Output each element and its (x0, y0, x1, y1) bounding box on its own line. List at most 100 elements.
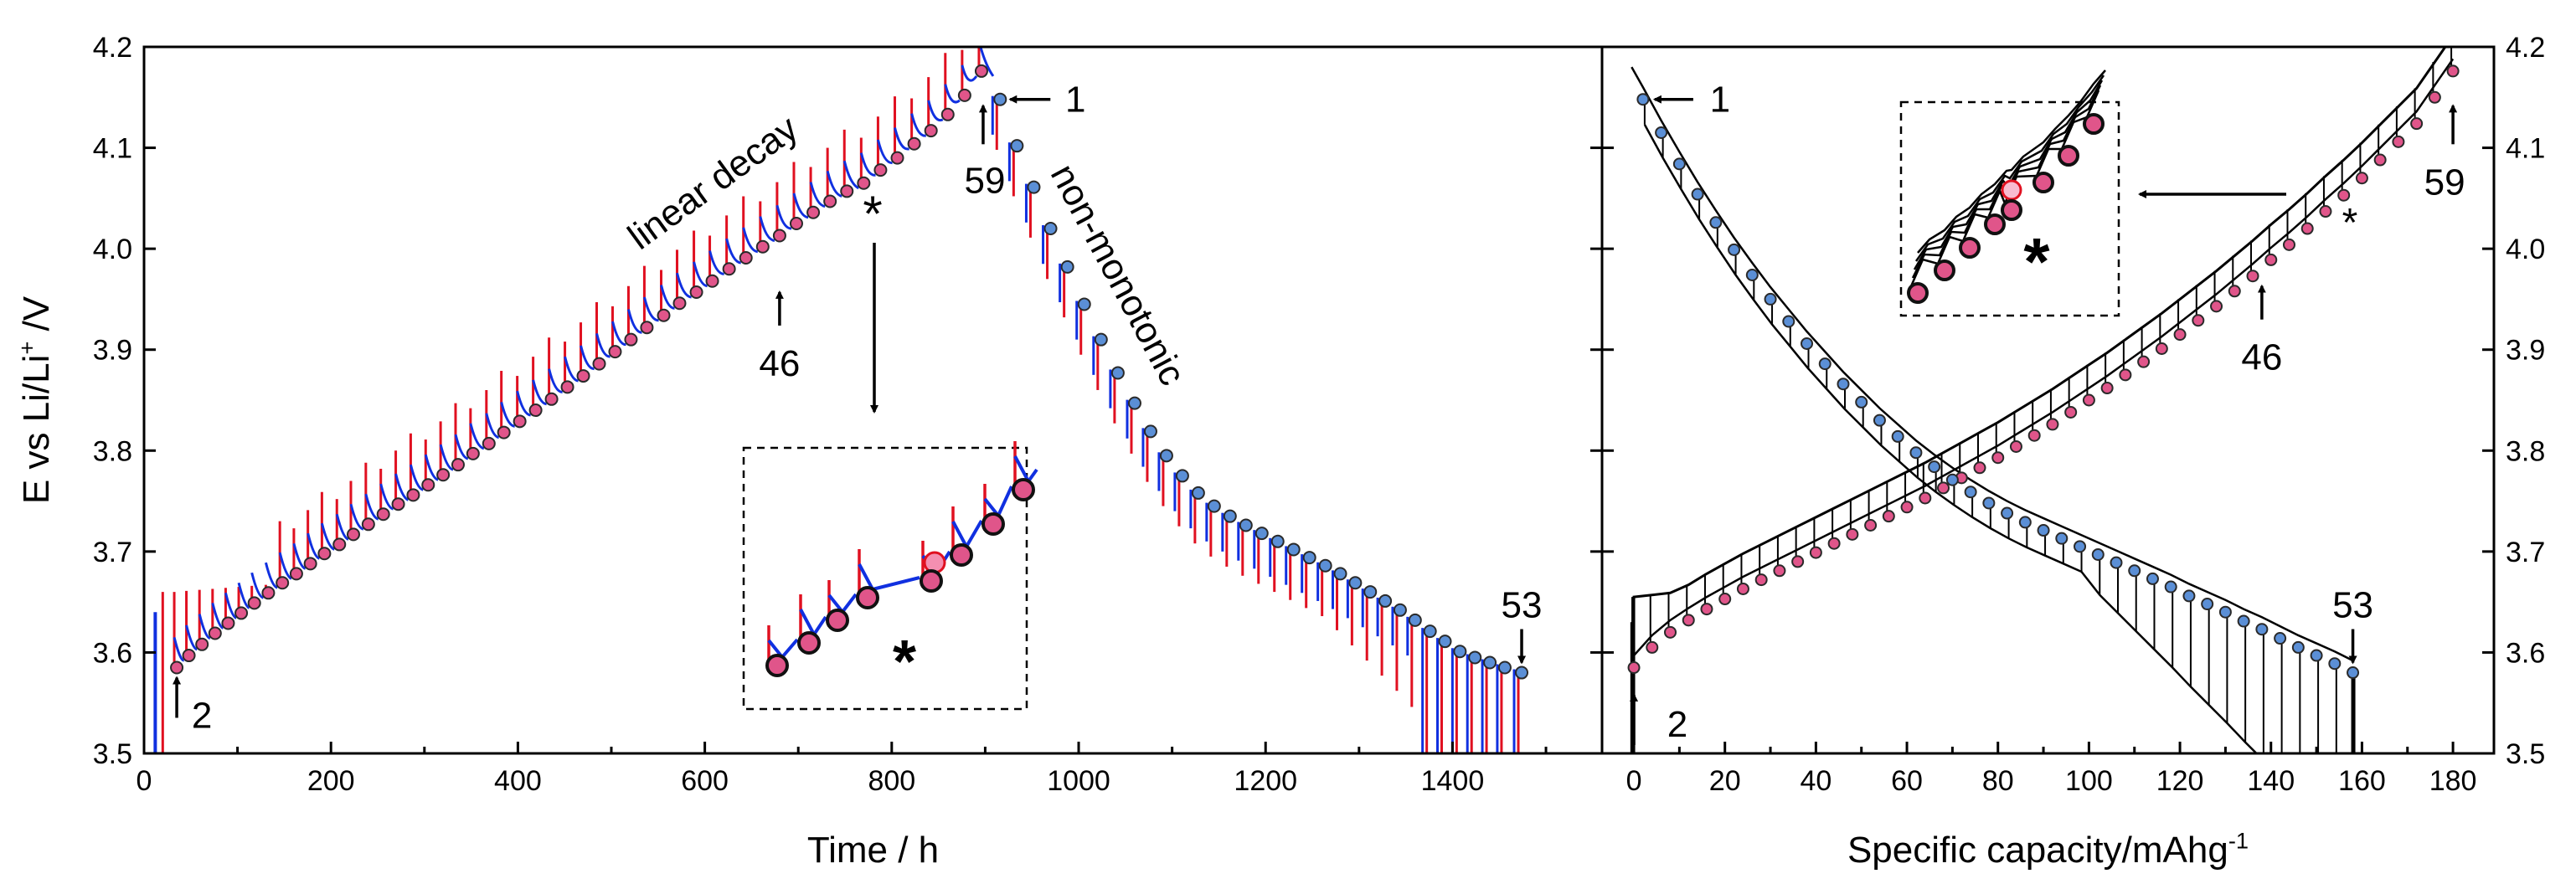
y-tick-label-left: 3.8 (93, 435, 132, 467)
charge-point (657, 308, 671, 322)
charge-capacity-point (1791, 555, 1805, 568)
charge-capacity-point (1882, 510, 1895, 523)
x-tick-label-left: 800 (868, 765, 915, 797)
charge-relaxation (469, 423, 485, 450)
discharge-point (1286, 542, 1301, 557)
charge-point (276, 576, 290, 590)
charge-point (528, 403, 543, 418)
charge-relaxation (409, 464, 424, 491)
x-tick-label-right: 100 (2065, 765, 2113, 797)
discharge-point (1077, 297, 1091, 311)
charge-point (332, 537, 347, 552)
charge-relaxation (173, 636, 184, 662)
charge-capacity-point (2173, 328, 2187, 342)
charge-relaxation (826, 170, 842, 198)
plot-frame (142, 45, 2496, 755)
x-tick-label-left: 1400 (1421, 765, 1485, 797)
discharge-point (1239, 518, 1253, 532)
x-tick-label-right: 140 (2247, 765, 2295, 797)
charge-relaxation (611, 321, 626, 347)
discharge-capacity-point (2218, 605, 2232, 619)
charge-point (303, 557, 317, 571)
inset-charge-point (981, 512, 1005, 536)
charge-point (436, 468, 451, 482)
inset-charge-point (1959, 237, 1981, 259)
discharge-capacity-point (2091, 547, 2105, 561)
y-tick-label-right: 4.2 (2506, 32, 2545, 64)
discharge-capacity-point (1982, 496, 1996, 510)
charge-point (940, 107, 955, 121)
charge-point (576, 369, 590, 383)
discharge-capacity-point (1928, 460, 1941, 474)
charge-capacity-point (2373, 153, 2387, 167)
y-tick-label-left: 3.7 (93, 537, 132, 568)
annotation-label: 53 (2332, 585, 2373, 626)
y-tick-label-left: 3.6 (93, 637, 132, 669)
charge-capacity-point (2446, 64, 2460, 78)
charge-point (705, 274, 719, 288)
charge-point (722, 262, 736, 276)
y-axis-label: E vs Li/Li+ /V (13, 295, 57, 504)
charge-relaxation (211, 602, 224, 629)
discharge-point (1207, 499, 1221, 513)
x-tick-label-right: 80 (1982, 765, 2014, 797)
charge-relaxation (424, 454, 439, 481)
charge-capacity-point (2027, 429, 2041, 442)
inset-charge-point (920, 569, 943, 593)
charge-capacity-point (2282, 238, 2295, 251)
charge-relaxation (532, 379, 547, 406)
inset-charge-point (1012, 478, 1035, 501)
charge-point (873, 163, 888, 177)
charge-relaxation (842, 160, 860, 190)
inset-charge-point (826, 609, 849, 632)
y-tick-label-right: 3.6 (2506, 637, 2545, 669)
charge-relaxation (335, 513, 349, 541)
charge-relaxation (979, 47, 995, 77)
charge-capacity-point (1646, 640, 1659, 654)
charge-curve (1633, 58, 2455, 656)
charge-capacity-point (1700, 603, 1713, 616)
annotation-label: 53 (1502, 585, 1543, 626)
inset-asterisk: * (893, 629, 916, 696)
charge-relaxation (379, 483, 394, 511)
discharge-capacity-point (2255, 623, 2269, 636)
charge-point (317, 547, 332, 561)
zoom-inset-right: * (1899, 69, 2120, 317)
charge-point (482, 436, 496, 450)
charge-relaxation (859, 152, 876, 177)
discharge-point (1270, 534, 1285, 548)
charge-relaxation (944, 84, 961, 104)
discharge-capacity-point (2182, 589, 2196, 603)
annotation-label: * (863, 186, 882, 242)
charge-capacity-point (2392, 135, 2405, 148)
discharge-capacity-point (1801, 337, 1814, 350)
charge-point (208, 626, 222, 640)
inset-charge-point (1907, 282, 1929, 304)
inset-charge-point (2083, 113, 2105, 135)
charge-relaxation (910, 113, 926, 137)
inset-charge-point (856, 586, 879, 609)
discharge-capacity-point (2291, 640, 2305, 654)
charge-relaxation (185, 624, 198, 651)
discharge-point (1393, 603, 1407, 617)
charge-relaxation (364, 493, 379, 521)
charge-capacity-point (1664, 625, 1677, 639)
discharge-point (1468, 650, 1482, 665)
charge-capacity-point (1900, 501, 1914, 514)
inset-outlier-point (923, 551, 946, 574)
charge-relaxation (349, 503, 364, 531)
charge-capacity-point (2228, 285, 2241, 298)
discharge-capacity-point (2146, 572, 2159, 585)
x-tick-label-right: 40 (1800, 765, 1832, 797)
x-tick-label-right: 160 (2338, 765, 2386, 797)
charge-point (560, 380, 574, 394)
charge-point (957, 88, 971, 102)
discharge-capacity-point (1691, 188, 1704, 201)
discharge-point (1175, 469, 1189, 483)
inset-charge-point (797, 631, 821, 655)
charge-capacity-point (2137, 355, 2151, 368)
discharge-capacity-point (1672, 157, 1686, 171)
charge-relaxation (676, 272, 692, 299)
charge-point (391, 497, 405, 511)
